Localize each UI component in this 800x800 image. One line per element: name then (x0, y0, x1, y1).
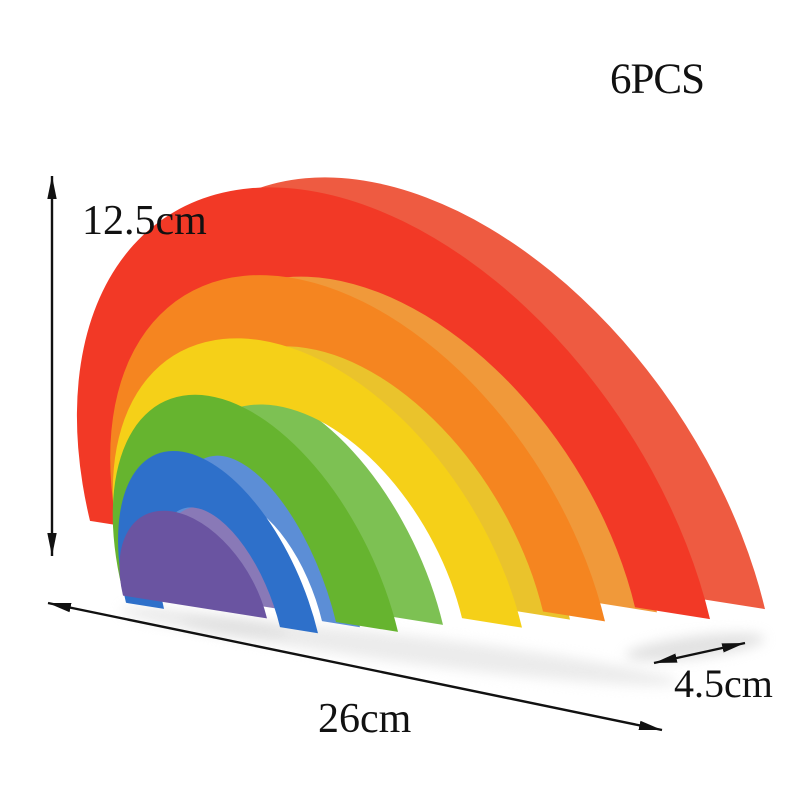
blue-arch-front (118, 451, 318, 634)
width-dimension-arrow (47, 601, 663, 732)
pieces-count-label: 6PCS (610, 56, 705, 103)
depth-dimension-arrow (653, 641, 746, 665)
orange-arch-front (110, 274, 605, 622)
red-arch-front (76, 187, 710, 620)
depth-dimension-label: 4.5cm (674, 661, 773, 706)
purple-arch-front (119, 510, 267, 619)
ground-shadow (120, 607, 765, 686)
dimension-arrows (47, 176, 746, 732)
height-dimension-label: 12.5cm (82, 198, 207, 244)
width-dimension-label: 26cm (318, 696, 412, 742)
rainbow-blocks (76, 177, 765, 634)
